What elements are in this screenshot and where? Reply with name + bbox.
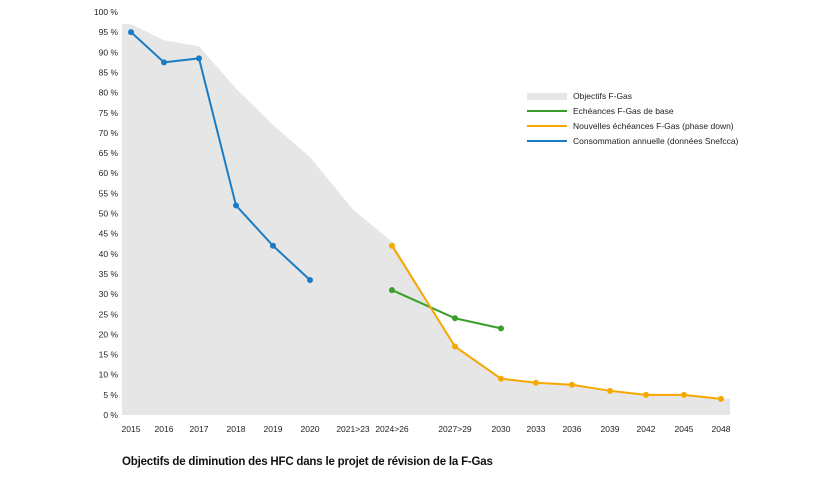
data-point <box>452 343 458 350</box>
y-tick-label: 80 % <box>99 88 119 98</box>
x-tick-label: 2018 <box>227 424 246 434</box>
y-tick-label: 90 % <box>99 47 119 57</box>
x-tick-label: 2021>23 <box>336 424 370 434</box>
data-point <box>389 242 395 249</box>
x-tick-label: 2045 <box>675 424 694 434</box>
y-tick-label: 70 % <box>99 128 119 138</box>
data-point <box>607 387 613 394</box>
y-tick-label: 50 % <box>99 209 119 219</box>
data-point <box>307 276 313 283</box>
area-objectifs-fgas <box>122 24 730 416</box>
x-tick-label: 2030 <box>492 424 511 434</box>
y-tick-label: 60 % <box>99 168 119 178</box>
y-tick-label: 5 % <box>103 390 118 400</box>
y-tick-label: 65 % <box>99 148 119 158</box>
data-point <box>196 55 202 62</box>
y-tick-label: 100 % <box>94 7 119 17</box>
y-tick-label: 40 % <box>99 249 119 259</box>
x-tick-label: 2024>26 <box>375 424 409 434</box>
data-point <box>718 395 724 402</box>
data-point <box>161 59 167 66</box>
data-point <box>681 391 687 398</box>
x-tick-label: 2036 <box>563 424 582 434</box>
data-point <box>452 315 458 322</box>
x-tick-label: 2015 <box>122 424 141 434</box>
legend-label: Echéances F-Gas de base <box>573 106 674 116</box>
data-point <box>128 29 134 36</box>
x-tick-label: 2019 <box>264 424 283 434</box>
y-tick-label: 55 % <box>99 188 119 198</box>
chart-title: Objectifs de diminution des HFC dans le … <box>122 456 493 468</box>
x-tick-label: 2017 <box>190 424 209 434</box>
x-tick-label: 2042 <box>637 424 656 434</box>
y-tick-label: 95 % <box>99 27 119 37</box>
y-tick-label: 85 % <box>99 67 119 77</box>
data-point <box>270 242 276 249</box>
y-tick-label: 45 % <box>99 229 119 239</box>
y-tick-label: 20 % <box>99 329 119 339</box>
x-tick-label: 2020 <box>301 424 320 434</box>
series-line-3 <box>130 31 311 281</box>
y-tick-label: 25 % <box>99 309 119 319</box>
legend-swatch <box>527 93 567 100</box>
data-point <box>389 287 395 294</box>
data-point <box>643 391 649 398</box>
legend-label: Nouvelles échéances F-Gas (phase down) <box>573 121 734 131</box>
y-tick-label: 15 % <box>99 350 119 360</box>
y-tick-label: 0 % <box>103 410 118 420</box>
data-point <box>569 381 575 388</box>
data-point <box>533 379 539 386</box>
x-tick-label: 2033 <box>527 424 546 434</box>
x-tick-label: 2016 <box>155 424 174 434</box>
data-point <box>498 375 504 382</box>
legend-label: Objectifs F-Gas <box>573 91 632 101</box>
x-tick-label: 2027>29 <box>438 424 472 434</box>
y-tick-label: 30 % <box>99 289 119 299</box>
x-tick-label: 2048 <box>712 424 731 434</box>
data-point <box>498 325 504 332</box>
legend-label: Consommation annuelle (données Snefcca) <box>573 136 739 146</box>
data-point <box>233 202 239 209</box>
x-tick-label: 2039 <box>601 424 620 434</box>
y-tick-label: 35 % <box>99 269 119 279</box>
y-tick-label: 75 % <box>99 108 119 118</box>
chart-svg: 0 % 5 % 10 % 15 % 20 % 25 % 30 % 35 % 40 % 45 % 50… <box>94 7 739 434</box>
y-tick-label: 10 % <box>99 370 119 380</box>
